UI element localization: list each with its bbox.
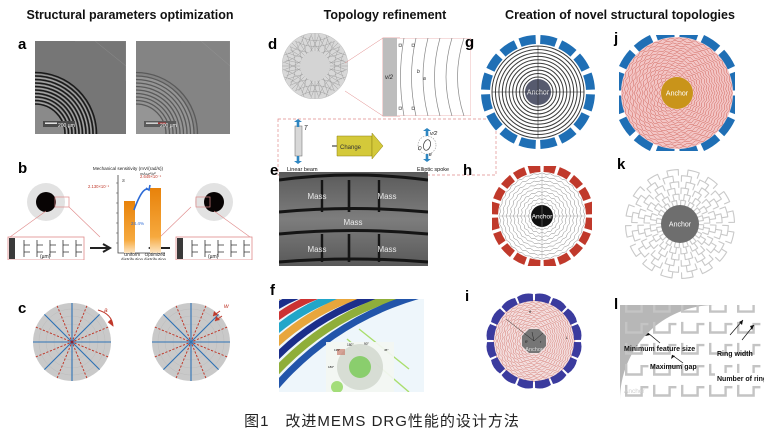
- svg-text:(µm): (µm): [40, 254, 51, 260]
- svg-text:45°: 45°: [384, 348, 389, 352]
- svg-text:24.4%: 24.4%: [131, 221, 144, 226]
- svg-text:Mass: Mass: [343, 218, 362, 227]
- svg-text:Mechanical sensitivity (mV/(ra: Mechanical sensitivity (mV/(rad/s)): [93, 166, 164, 171]
- svg-text:Number of rings: Number of rings: [717, 376, 764, 383]
- svg-text:200 µm: 200 µm: [58, 123, 75, 129]
- svg-text:v/2: v/2: [430, 131, 437, 137]
- svg-text:a: a: [423, 76, 426, 82]
- svg-text:2.130×10⁻¹: 2.130×10⁻¹: [88, 184, 110, 189]
- svg-text:Anchor: Anchor: [527, 89, 550, 96]
- svg-text:Anchor: Anchor: [532, 213, 553, 220]
- svg-text:Mass: Mass: [377, 192, 396, 201]
- svg-text:Mass: Mass: [307, 245, 326, 254]
- svg-text:Anchor: Anchor: [669, 222, 692, 229]
- svg-text:Mass: Mass: [377, 245, 396, 254]
- svg-text:b: b: [417, 69, 420, 75]
- svg-text:Anchor: Anchor: [666, 90, 689, 97]
- svg-text:w: w: [224, 303, 230, 310]
- svg-text:Anchor: Anchor: [624, 388, 645, 395]
- svg-text:180°: 180°: [328, 365, 335, 369]
- svg-text:a: a: [104, 307, 108, 314]
- svg-text:135°: 135°: [334, 348, 341, 352]
- svg-text:distribution: distribution: [144, 257, 167, 260]
- svg-text:L: L: [566, 335, 568, 340]
- svg-text:R: R: [525, 340, 528, 344]
- svg-text:Ring width: Ring width: [717, 351, 753, 358]
- svg-text:(µm): (µm): [208, 254, 219, 260]
- svg-text:S: S: [122, 178, 125, 183]
- svg-text:distribution: distribution: [121, 257, 144, 260]
- svg-text:Minimum feature size: Minimum feature size: [624, 346, 695, 353]
- svg-text:Mass: Mass: [307, 192, 326, 201]
- svg-text:Change: Change: [340, 145, 362, 151]
- svg-text:90°: 90°: [364, 342, 370, 346]
- svg-text:200 µm: 200 µm: [160, 123, 177, 129]
- svg-text:180°: 180°: [347, 343, 354, 347]
- svg-text:mAωr²/d²: mAωr²/d²: [140, 172, 156, 176]
- svg-text:Maximum gap: Maximum gap: [650, 364, 697, 371]
- svg-text:D: D: [418, 146, 422, 152]
- svg-text:v/2: v/2: [385, 75, 394, 81]
- svg-text:Anchor: Anchor: [525, 347, 543, 353]
- svg-text:e: e: [429, 152, 432, 158]
